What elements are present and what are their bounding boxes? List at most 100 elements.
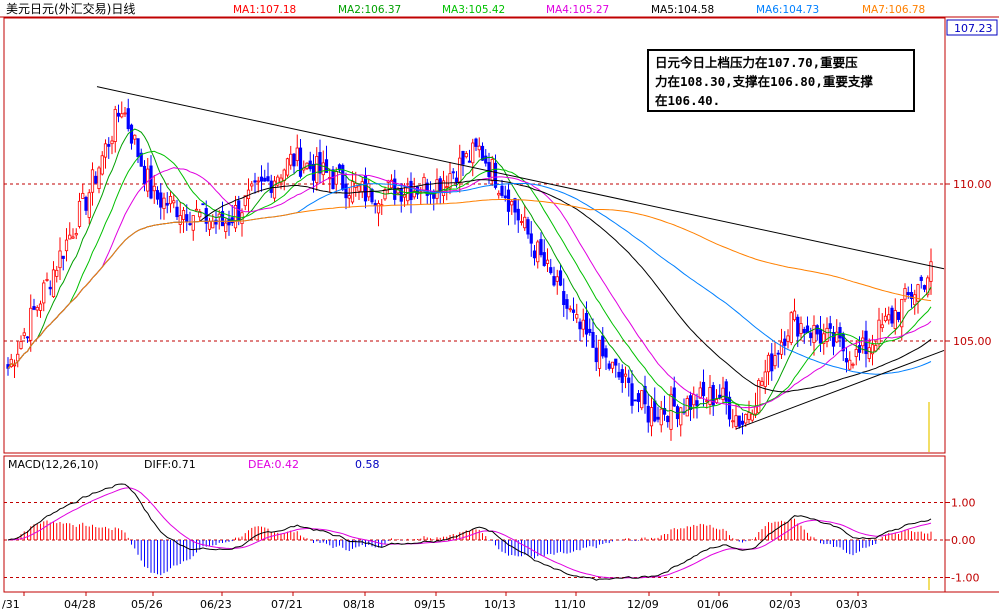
candle-down — [214, 219, 218, 225]
candle-down — [562, 291, 566, 306]
candle-up — [198, 211, 202, 218]
candle-up — [81, 193, 85, 199]
candle-up — [250, 183, 254, 187]
candle-down — [373, 203, 377, 206]
candle-down — [263, 177, 267, 182]
candle-down — [532, 250, 537, 259]
candle-up — [68, 234, 72, 240]
ma-line-ma4 — [7, 167, 932, 409]
candle-up — [191, 215, 195, 231]
candle-up — [812, 324, 816, 343]
candle-down — [601, 335, 605, 357]
candle-up — [786, 335, 790, 342]
candle-up — [874, 345, 878, 352]
candle-up — [916, 284, 920, 302]
candle-down — [578, 321, 582, 330]
candle-down — [503, 195, 507, 199]
candle-up — [87, 192, 91, 218]
candle-down — [201, 203, 205, 206]
date-label: 05/26 — [131, 598, 163, 611]
candle-up — [16, 353, 20, 362]
ma-label-7: MA7:106.78 — [862, 4, 925, 16]
candle-up — [692, 393, 696, 406]
date-label: 11/10 — [554, 598, 586, 611]
candle-down — [32, 306, 36, 310]
candle-up — [854, 348, 858, 358]
candle-down — [802, 328, 806, 334]
candle-up — [113, 109, 117, 142]
candle-down — [844, 358, 849, 363]
candle-up — [659, 408, 663, 426]
candle-down — [188, 223, 192, 225]
candle-up — [9, 358, 13, 368]
candlesticks — [6, 98, 933, 441]
candle-down — [506, 189, 511, 212]
candle-down — [646, 405, 650, 423]
candle-up — [74, 233, 78, 236]
candle-up — [77, 200, 82, 227]
date-label: 09/15 — [414, 598, 446, 611]
ma-line-ma2 — [7, 128, 932, 417]
candle-up — [90, 169, 95, 193]
candle-down — [516, 208, 520, 221]
candle-down — [776, 352, 780, 355]
candle-down — [695, 400, 699, 407]
candle-down — [467, 160, 472, 163]
candle-down — [653, 400, 657, 422]
candle-up — [120, 113, 124, 118]
candle-up — [744, 414, 748, 424]
ma-line-ma3 — [7, 150, 932, 409]
ma-label-6: MA6:104.73 — [756, 4, 819, 16]
date-label: /31 — [2, 598, 20, 611]
candle-down — [331, 169, 335, 190]
candle-up — [12, 364, 17, 367]
candle-down — [558, 270, 563, 286]
candle-up — [406, 187, 410, 202]
candle-up — [545, 259, 550, 264]
support-trendline — [735, 349, 945, 430]
candle-up — [422, 176, 426, 192]
candle-up — [35, 307, 39, 311]
candle-up — [867, 347, 871, 359]
candle-up — [276, 176, 280, 186]
date-label: 01/06 — [697, 598, 729, 611]
candle-down — [633, 399, 637, 402]
candle-down — [594, 347, 598, 363]
candle-down — [831, 331, 836, 347]
candle-down — [292, 153, 296, 167]
candle-down — [370, 189, 374, 203]
candle-down — [662, 407, 667, 415]
candle-down — [513, 198, 517, 213]
candle-up — [597, 339, 602, 369]
candle-down — [630, 383, 634, 406]
note-line: 日元今日上档压力在107.70,重要压 — [655, 55, 858, 70]
candle-down — [363, 174, 368, 202]
candle-up — [877, 319, 881, 345]
dea-line — [7, 487, 932, 579]
candle-up — [207, 221, 212, 230]
candle-down — [740, 420, 745, 425]
candle-down — [539, 239, 543, 256]
candle-up — [799, 323, 803, 334]
date-label: 12/09 — [627, 598, 659, 611]
macd-axis-label: -1.00 — [951, 572, 979, 585]
candle-up — [913, 294, 917, 306]
candle-up — [172, 200, 176, 204]
candle-down — [620, 369, 624, 383]
candle-down — [155, 190, 160, 200]
candle-up — [97, 167, 101, 189]
candle-up — [731, 420, 735, 423]
candle-up — [883, 315, 888, 322]
candle-down — [666, 416, 670, 423]
candle-down — [324, 159, 329, 173]
candle-up — [64, 239, 69, 252]
candle-up — [575, 314, 579, 319]
candle-up — [536, 241, 540, 263]
candle-up — [471, 142, 475, 164]
candle-up — [458, 157, 462, 183]
candle-down — [922, 285, 927, 290]
note-line: 力在108.30,支撑在106.80,重要支撑 — [655, 74, 873, 89]
candle-up — [315, 156, 319, 183]
macd-histogram — [10, 518, 932, 576]
